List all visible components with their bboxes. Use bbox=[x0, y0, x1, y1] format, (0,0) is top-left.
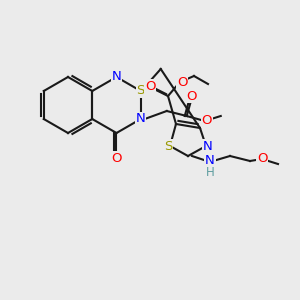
Text: N: N bbox=[112, 70, 122, 83]
Text: S: S bbox=[164, 140, 172, 152]
Text: O: O bbox=[145, 80, 155, 92]
Text: N: N bbox=[136, 112, 146, 125]
Text: N: N bbox=[203, 140, 213, 152]
Text: N: N bbox=[205, 154, 215, 167]
Text: O: O bbox=[257, 152, 267, 166]
Text: O: O bbox=[111, 152, 122, 164]
Text: O: O bbox=[202, 115, 212, 128]
Text: O: O bbox=[177, 76, 187, 88]
Text: H: H bbox=[206, 166, 214, 178]
Text: S: S bbox=[136, 85, 145, 98]
Text: O: O bbox=[187, 89, 197, 103]
